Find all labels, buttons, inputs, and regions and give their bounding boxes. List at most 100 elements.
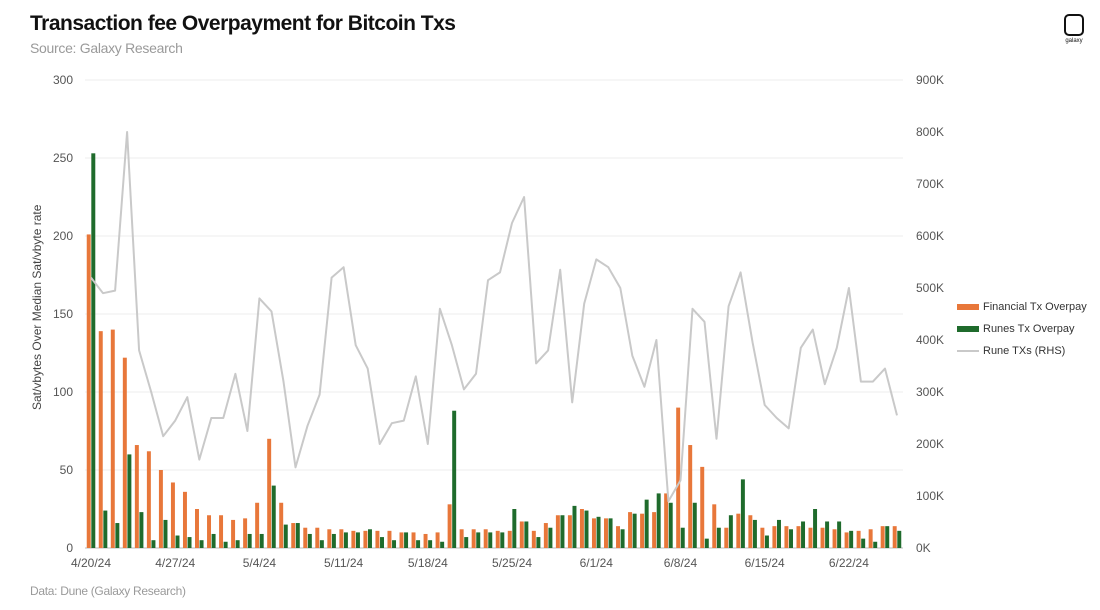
bar-runes: [620, 529, 625, 548]
bar-runes: [127, 454, 132, 548]
bar-runes: [440, 541, 445, 548]
bar-runes: [692, 502, 697, 548]
bar-runes: [355, 532, 360, 548]
bar-runes: [524, 521, 529, 548]
bar-runes: [897, 530, 902, 548]
bar-runes: [199, 540, 204, 548]
bar-runes: [608, 518, 613, 548]
bar-runes: [392, 540, 397, 548]
y2-tick-label: 800K: [916, 125, 944, 139]
bar-financial: [303, 527, 308, 548]
bar-runes: [416, 540, 421, 548]
bar-financial: [736, 513, 741, 548]
bar-financial: [628, 512, 633, 548]
bar-runes: [331, 533, 336, 548]
bar-runes: [91, 153, 96, 548]
x-tick-label: 6/1/24: [580, 556, 614, 570]
bar-financial: [279, 502, 284, 548]
bar-runes: [115, 523, 120, 548]
bar-runes: [584, 510, 589, 548]
bar-financial: [267, 438, 272, 548]
bar-runes: [452, 410, 457, 548]
bar-runes: [849, 530, 854, 548]
page-subtitle: Source: Galaxy Research: [30, 40, 183, 56]
y2-tick-label: 700K: [916, 177, 944, 191]
bar-financial: [856, 530, 861, 548]
bar-financial: [760, 527, 765, 548]
x-tick-label: 6/8/24: [664, 556, 698, 570]
bar-financial: [808, 527, 813, 548]
bar-runes: [500, 532, 505, 548]
bar-runes: [259, 533, 264, 548]
bar-runes: [307, 533, 312, 548]
bar-financial: [868, 529, 873, 548]
bar-financial: [616, 526, 621, 548]
y-tick-label: 300: [53, 73, 73, 87]
galaxy-logo: galaxy: [1061, 14, 1087, 44]
bar-financial: [519, 521, 524, 548]
bar-financial: [170, 482, 175, 548]
bar-financial: [604, 518, 608, 548]
bar-runes: [728, 515, 733, 548]
bar-financial: [146, 451, 151, 548]
bar-financial: [652, 512, 657, 548]
bar-runes: [536, 537, 541, 548]
bar-runes: [861, 538, 866, 548]
bar-runes: [873, 541, 878, 548]
legend-swatch-financial: [957, 304, 979, 310]
bar-financial: [231, 519, 236, 548]
bar-runes: [752, 519, 757, 548]
bar-financial: [122, 357, 127, 548]
legend-item-rune-txs: Rune TXs (RHS): [957, 340, 1087, 362]
bar-financial: [207, 515, 212, 548]
y2-tick-label: 400K: [916, 333, 944, 347]
bar-financial: [387, 530, 392, 548]
x-tick-label: 5/11/24: [324, 556, 363, 570]
bar-runes: [428, 540, 433, 548]
y2-tick-label: 600K: [916, 229, 944, 243]
bar-financial: [351, 530, 356, 548]
bar-financial: [339, 529, 344, 548]
y-tick-label: 250: [53, 151, 73, 165]
bar-runes: [716, 527, 721, 548]
bar-runes: [476, 532, 481, 548]
bar-runes: [560, 515, 565, 548]
bar-runes: [175, 535, 180, 548]
bar-financial: [459, 529, 464, 548]
legend-swatch-runes: [957, 326, 979, 332]
x-tick-label: 6/15/24: [745, 556, 785, 570]
y-tick-label: 100: [53, 385, 73, 399]
bar-runes: [271, 485, 276, 548]
page-title: Transaction fee Overpayment for Bitcoin …: [30, 12, 456, 35]
bar-runes: [319, 540, 324, 548]
bar-runes: [235, 540, 240, 548]
bar-financial: [447, 504, 452, 548]
y2-tick-label: 900K: [916, 73, 944, 87]
bar-runes: [801, 521, 806, 548]
bar-runes: [187, 537, 192, 548]
bar-financial: [591, 518, 596, 548]
x-tick-label: 5/18/24: [408, 556, 448, 570]
bar-financial: [182, 491, 187, 548]
bar-runes: [596, 516, 601, 548]
footer-source: Data: Dune (Galaxy Research): [30, 584, 186, 598]
bar-financial: [110, 329, 115, 548]
bar-runes: [837, 521, 842, 548]
y2-tick-label: 0K: [916, 541, 931, 555]
bar-runes: [680, 527, 685, 548]
bar-financial: [688, 445, 693, 548]
y2-tick-label: 200K: [916, 437, 944, 451]
x-tick-label: 5/4/24: [243, 556, 277, 570]
bar-runes: [283, 524, 288, 548]
bar-runes: [163, 519, 168, 548]
bar-runes: [151, 540, 156, 548]
x-tick-label: 6/22/24: [829, 556, 869, 570]
bar-financial: [579, 509, 584, 548]
bar-runes: [704, 538, 709, 548]
bar-financial: [640, 513, 645, 548]
legend-label-rune-txs: Rune TXs (RHS): [983, 345, 1066, 357]
y2-tick-label: 300K: [916, 385, 944, 399]
bar-runes: [139, 512, 144, 548]
bar-runes: [512, 509, 517, 548]
